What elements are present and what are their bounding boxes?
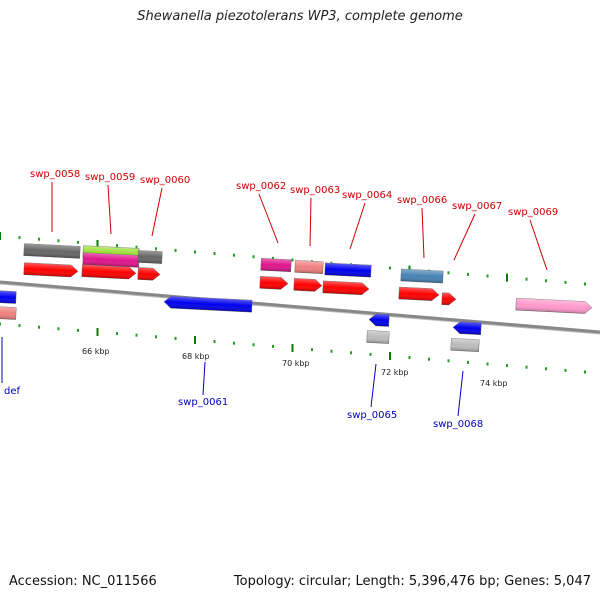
leader-line — [457, 370, 464, 417]
leader-line — [421, 207, 425, 259]
swp_0060-box[interactable] — [137, 250, 163, 264]
leader-line — [349, 202, 366, 250]
label-leaders — [1, 182, 548, 417]
gene-label-swp_0066[interactable]: swp_0066 — [397, 195, 447, 206]
genome-backbone — [0, 280, 600, 335]
gene-label-swp_0060[interactable]: swp_0060 — [140, 175, 190, 186]
gene-label-swp_0058[interactable]: swp_0058 — [30, 169, 80, 180]
gene-label-swp_0061[interactable]: swp_0061 — [178, 397, 228, 408]
swp_0062-box[interactable] — [260, 258, 292, 272]
leader-line — [202, 361, 206, 396]
swp_0065-arrow[interactable] — [368, 313, 390, 327]
gene-label-swp_0064[interactable]: swp_0064 — [342, 190, 392, 201]
swp_0069-arrow[interactable] — [515, 297, 593, 314]
scale-label: 70 kbp — [282, 359, 310, 368]
swp_0068-box[interactable] — [450, 338, 480, 352]
backbone-line — [0, 280, 600, 334]
leader-line — [309, 197, 312, 247]
swp_0067-arrow[interactable] — [441, 292, 457, 306]
swp_0066-box[interactable] — [400, 268, 444, 284]
swp_0058-arrow[interactable] — [23, 262, 79, 278]
leader-line — [151, 187, 163, 237]
gene-label-swp_0059[interactable]: swp_0059 — [85, 172, 135, 183]
leader-line — [107, 184, 112, 235]
swp_0064-arrow[interactable] — [322, 280, 370, 295]
gene-label-def[interactable]: def — [4, 386, 21, 397]
gene-label-swp_0068[interactable]: swp_0068 — [433, 419, 483, 430]
gene-label-swp_0067[interactable]: swp_0067 — [452, 201, 502, 212]
swp_0060-arrow[interactable] — [137, 267, 161, 281]
swp_0065-box[interactable] — [366, 330, 390, 344]
scale-label: 72 kbp — [381, 368, 409, 377]
gene-label-swp_0065[interactable]: swp_0065 — [347, 410, 397, 421]
gene-features — [0, 243, 593, 352]
scale-label: 74 kbp — [480, 379, 508, 388]
swp_0062-arrow[interactable] — [259, 276, 289, 290]
gene-label-swp_0069[interactable]: swp_0069 — [508, 207, 558, 218]
gene-labels: swp_0058 swp_0059 swp_0060 swp_0062 swp_0063… — [4, 169, 558, 430]
swp_0059-arrow[interactable] — [81, 264, 137, 280]
map-title: Shewanella piezotolerans WP3, complete g… — [137, 9, 463, 24]
swp_0058-box[interactable] — [23, 243, 81, 259]
gene-label-swp_0063[interactable]: swp_0063 — [290, 185, 340, 196]
swp_0063-box[interactable] — [294, 260, 324, 274]
leader-line — [529, 219, 548, 271]
accession-text: Accession: NC_011566 — [9, 574, 157, 589]
scale-labels: 66 kbp 68 kbp 70 kbp 72 kbp 74 kbp — [82, 347, 508, 388]
swp_0063-arrow[interactable] — [293, 278, 323, 292]
topology-summary: Topology: circular; Length: 5,396,476 bp… — [233, 574, 591, 589]
swp_0061-arrow[interactable] — [163, 295, 253, 313]
pink-left-box[interactable] — [0, 306, 17, 320]
scale-label: 68 kbp — [182, 352, 210, 361]
swp_0066-arrow[interactable] — [398, 286, 440, 301]
def-box[interactable] — [0, 290, 17, 304]
leader-line — [370, 363, 377, 408]
swp_0064-box[interactable] — [324, 262, 372, 278]
swp_0068-arrow[interactable] — [452, 321, 482, 335]
gene-label-swp_0062[interactable]: swp_0062 — [236, 181, 286, 192]
leader-line — [258, 193, 279, 244]
scale-label: 66 kbp — [82, 347, 110, 356]
leader-line — [453, 213, 476, 261]
